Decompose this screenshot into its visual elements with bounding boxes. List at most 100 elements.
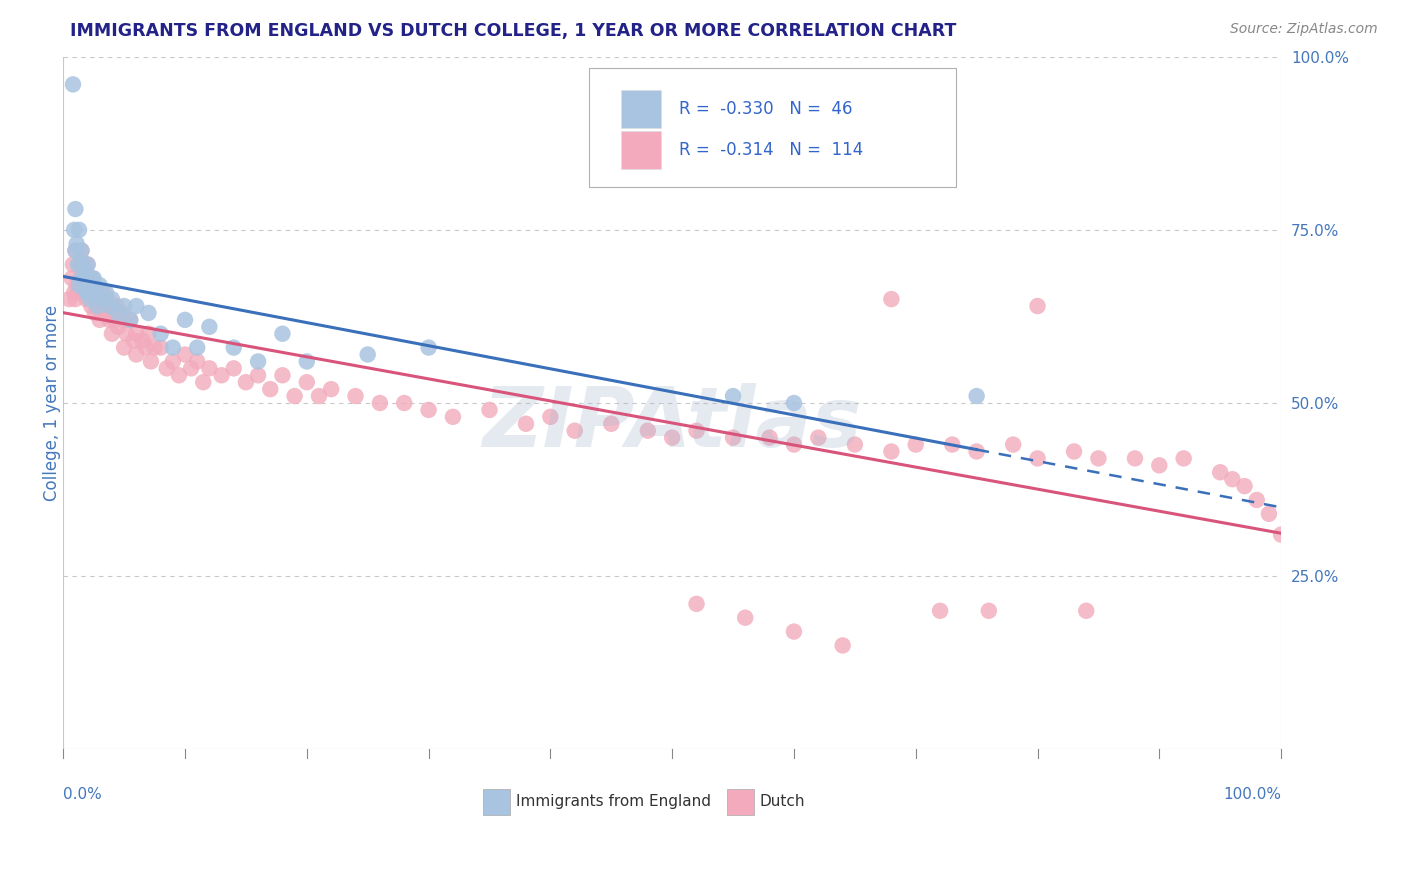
Point <box>75 292 97 306</box>
Point <box>198 361 221 376</box>
Point <box>807 431 830 445</box>
Point <box>107 319 129 334</box>
Point <box>138 306 160 320</box>
Point <box>66 285 89 300</box>
Point <box>783 437 806 451</box>
Point <box>271 368 294 383</box>
FancyBboxPatch shape <box>484 789 510 815</box>
Point <box>98 313 121 327</box>
Point <box>72 257 94 271</box>
Point <box>1063 444 1085 458</box>
Point <box>67 278 90 293</box>
Point <box>247 354 270 368</box>
Point <box>122 334 145 348</box>
FancyBboxPatch shape <box>727 789 754 815</box>
Point <box>75 285 97 300</box>
Point <box>198 319 221 334</box>
Point <box>162 354 184 368</box>
Point <box>661 431 683 445</box>
Point <box>538 409 561 424</box>
Point <box>247 368 270 383</box>
Text: Dutch: Dutch <box>759 794 806 809</box>
Point <box>80 299 103 313</box>
Point <box>156 361 179 376</box>
Point <box>120 313 142 327</box>
Point <box>83 285 105 300</box>
Point <box>125 347 148 361</box>
Point <box>966 389 988 403</box>
Text: Source: ZipAtlas.com: Source: ZipAtlas.com <box>1230 22 1378 37</box>
Point <box>637 424 659 438</box>
Point <box>105 299 128 313</box>
Point <box>89 278 111 293</box>
Point <box>564 424 586 438</box>
Point <box>844 437 866 451</box>
Point <box>79 278 101 293</box>
Point <box>222 341 245 355</box>
Text: 100.0%: 100.0% <box>1223 788 1281 803</box>
Point <box>308 389 330 403</box>
Point <box>60 271 83 285</box>
Point <box>321 382 343 396</box>
Point <box>295 375 318 389</box>
Text: IMMIGRANTS FROM ENGLAND VS DUTCH COLLEGE, 1 YEAR OR MORE CORRELATION CHART: IMMIGRANTS FROM ENGLAND VS DUTCH COLLEGE… <box>70 22 956 40</box>
Point <box>235 375 257 389</box>
Point <box>96 292 118 306</box>
Point <box>91 292 114 306</box>
Point <box>94 285 117 300</box>
Point <box>69 271 91 285</box>
Point <box>418 341 440 355</box>
Point <box>139 354 162 368</box>
Point <box>1233 479 1256 493</box>
Point <box>1270 527 1292 541</box>
Point <box>89 285 111 300</box>
Point <box>174 313 197 327</box>
FancyBboxPatch shape <box>621 131 661 169</box>
Point <box>783 396 806 410</box>
Point <box>58 292 80 306</box>
Point <box>904 437 927 451</box>
Point <box>1258 507 1281 521</box>
Point <box>66 236 89 251</box>
FancyBboxPatch shape <box>589 69 956 187</box>
Point <box>186 341 208 355</box>
Point <box>734 611 756 625</box>
Point <box>149 326 172 341</box>
Point <box>783 624 806 639</box>
Point <box>357 347 380 361</box>
Point <box>83 285 105 300</box>
Point <box>271 326 294 341</box>
Point <box>1002 437 1025 451</box>
Point <box>76 257 98 271</box>
Point <box>77 278 100 293</box>
Point <box>193 375 215 389</box>
Point <box>62 257 84 271</box>
Point <box>101 326 124 341</box>
Point <box>637 161 659 175</box>
Point <box>135 341 157 355</box>
Point <box>1149 458 1171 473</box>
Point <box>89 313 111 327</box>
Point <box>131 334 153 348</box>
Point <box>72 271 94 285</box>
Point <box>1076 604 1098 618</box>
Point <box>515 417 537 431</box>
Point <box>67 223 90 237</box>
Point <box>82 271 104 285</box>
Point <box>67 257 90 271</box>
Point <box>103 313 125 327</box>
Point <box>94 306 117 320</box>
Point <box>211 368 233 383</box>
Point <box>111 306 134 320</box>
Point <box>107 306 129 320</box>
Point <box>1173 451 1195 466</box>
Point <box>222 361 245 376</box>
Point <box>83 306 105 320</box>
Point <box>77 285 100 300</box>
Point <box>75 264 97 278</box>
Point <box>75 278 97 293</box>
Point <box>1026 451 1049 466</box>
Point <box>76 257 98 271</box>
Point <box>880 292 903 306</box>
Point <box>86 299 108 313</box>
